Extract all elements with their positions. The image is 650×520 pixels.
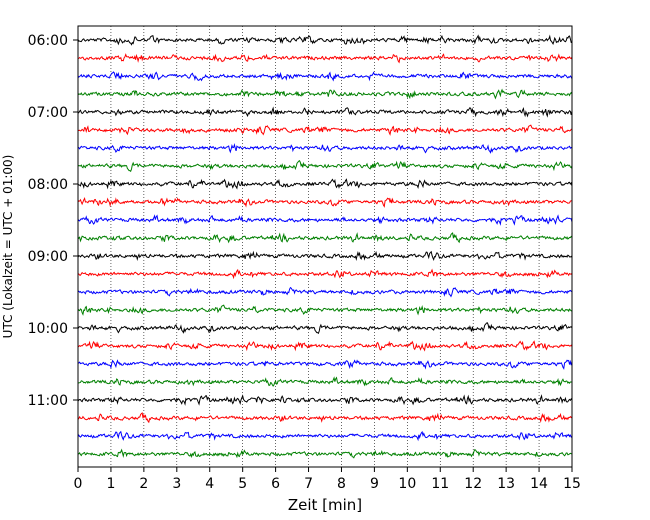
trace-1145 xyxy=(77,448,573,459)
x-tick-label: 5 xyxy=(238,476,247,492)
trace-1045 xyxy=(77,376,573,387)
seismic-traces xyxy=(77,34,573,459)
y-tick-label: 10:00 xyxy=(28,321,68,337)
y-tick-label: 06:00 xyxy=(28,33,68,49)
trace-0700 xyxy=(77,106,573,118)
x-tick-label: 0 xyxy=(74,476,83,492)
trace-1115 xyxy=(77,412,573,424)
x-tick-label: 8 xyxy=(337,476,346,492)
y-tick-label: 11:00 xyxy=(28,393,68,409)
trace-0745 xyxy=(77,160,573,173)
plot-frame xyxy=(77,25,573,468)
trace-1030 xyxy=(77,359,573,370)
x-tick-label: 6 xyxy=(271,476,280,492)
x-tick-label: 4 xyxy=(205,476,214,492)
x-tick-label: 14 xyxy=(530,476,548,492)
y-tick-label: 09:00 xyxy=(28,249,68,265)
y-axis-label: UTC (Lokalzeit = UTC + 01:00) xyxy=(1,155,15,339)
y-axis-ticks: 06:00 07:00 08:00 09:00 10:00 11:00 xyxy=(28,33,78,409)
x-tick-label: 3 xyxy=(172,476,181,492)
y-tick-label: 08:00 xyxy=(28,177,68,193)
trace-0815 xyxy=(77,196,573,208)
x-tick-label: 10 xyxy=(398,476,416,492)
x-tick-label: 9 xyxy=(370,476,379,492)
trace-0830 xyxy=(77,214,573,226)
trace-1000 xyxy=(77,322,573,335)
x-axis-label: Zeit [min] xyxy=(288,496,362,514)
x-tick-label: 1 xyxy=(106,476,115,492)
trace-0630 xyxy=(77,71,573,82)
x-tick-label: 13 xyxy=(497,476,515,492)
trace-0615 xyxy=(77,53,573,64)
trace-0930 xyxy=(77,286,573,298)
trace-0645 xyxy=(77,88,573,100)
x-axis-ticks: 0 1 2 3 4 5 6 7 8 9 10 11 12 13 14 15 xyxy=(74,467,581,492)
x-tick-label: 12 xyxy=(464,476,482,492)
trace-1015 xyxy=(77,340,573,352)
trace-0800 xyxy=(77,178,573,190)
trace-0945 xyxy=(77,304,573,316)
trace-0900 xyxy=(77,250,573,261)
x-tick-label: 2 xyxy=(139,476,148,492)
x-tick-label: 15 xyxy=(563,476,581,492)
x-tick-label: 7 xyxy=(304,476,313,492)
trace-1100 xyxy=(77,394,573,406)
trace-1130 xyxy=(77,430,573,442)
y-tick-label: 07:00 xyxy=(28,105,68,121)
trace-0730 xyxy=(77,143,573,154)
trace-0715 xyxy=(77,124,573,136)
trace-0600 xyxy=(77,34,573,46)
trace-0915 xyxy=(77,268,573,280)
trace-0845 xyxy=(77,232,573,244)
x-tick-label: 11 xyxy=(431,476,449,492)
